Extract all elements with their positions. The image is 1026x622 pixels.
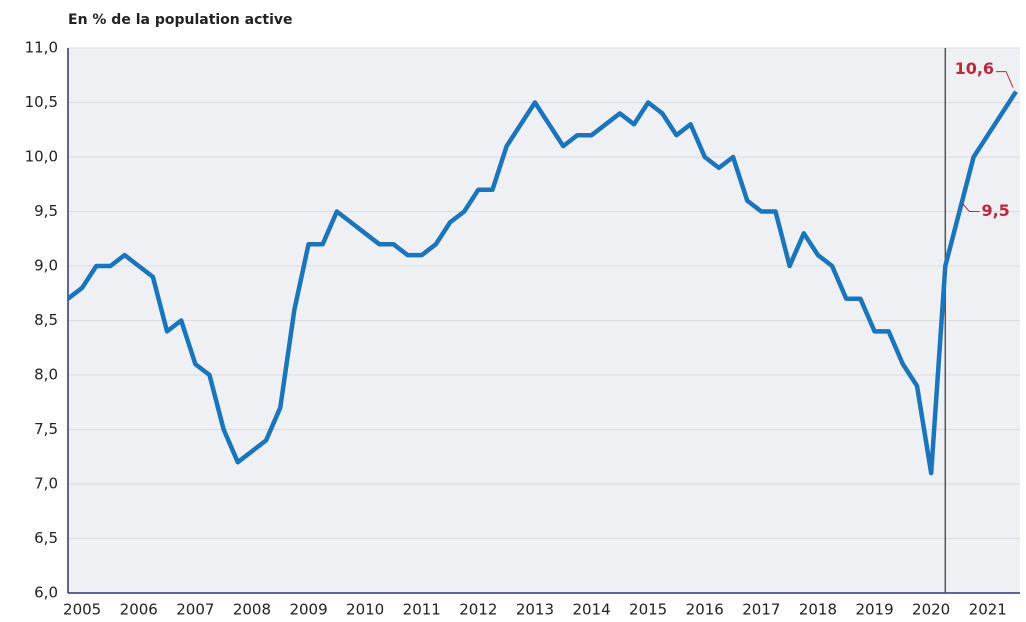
y-tick-label: 7,5	[34, 420, 58, 438]
y-tick-label: 11,0	[25, 39, 58, 57]
y-tick-label: 6,5	[34, 529, 58, 547]
x-tick-label: 2018	[799, 601, 837, 619]
y-tick-label: 9,0	[34, 257, 58, 275]
x-tick-label: 2008	[233, 601, 271, 619]
x-tick-label: 2006	[120, 601, 158, 619]
leader-line	[962, 203, 980, 212]
x-tick-label: 2011	[403, 601, 441, 619]
y-tick-label: 8,0	[34, 366, 58, 384]
value-label: 9,5	[981, 201, 1009, 220]
x-tick-label: 2015	[629, 601, 667, 619]
x-tick-label: 2005	[63, 601, 101, 619]
y-tick-label: 6,0	[34, 584, 58, 602]
x-tick-label: 2007	[176, 601, 214, 619]
x-tick-label: 2013	[516, 601, 554, 619]
value-label: 10,6	[955, 59, 994, 78]
x-tick-label: 2020	[912, 601, 950, 619]
x-tick-label: 2010	[346, 601, 384, 619]
line	[66, 90, 1018, 476]
x-tick-label: 2017	[742, 601, 780, 619]
x-tick-label: 2021	[969, 601, 1007, 619]
leader-line	[996, 71, 1014, 88]
y-tick-label: 10,0	[25, 148, 58, 166]
x-tick-label: 2009	[289, 601, 327, 619]
x-tick-label: 2014	[572, 601, 610, 619]
y-tick-label: 8,5	[34, 311, 58, 329]
chart-title: En % de la population active	[68, 12, 293, 28]
x-tick-label: 2019	[855, 601, 893, 619]
x-tick-label: 2012	[459, 601, 497, 619]
y-tick-label: 9,5	[34, 202, 58, 220]
y-tick-label: 10,5	[25, 93, 58, 111]
y-tick-label: 7,0	[34, 475, 58, 493]
x-tick-label: 2016	[686, 601, 724, 619]
